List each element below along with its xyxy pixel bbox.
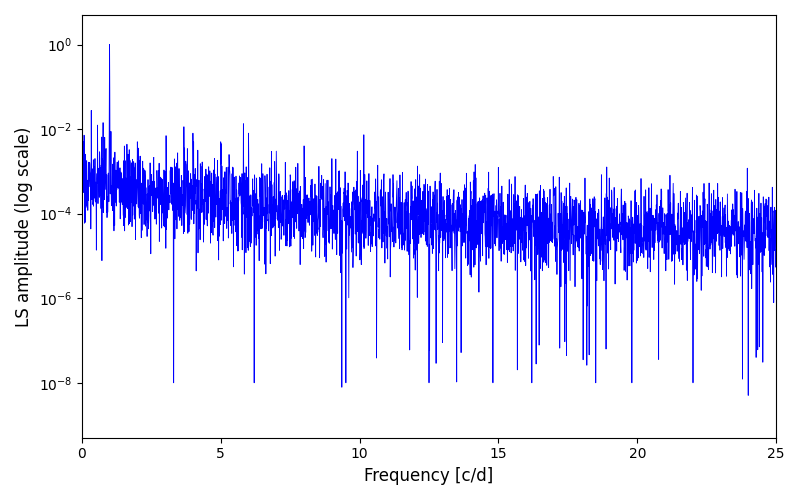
Y-axis label: LS amplitude (log scale): LS amplitude (log scale) — [15, 126, 33, 326]
X-axis label: Frequency [c/d]: Frequency [c/d] — [364, 467, 494, 485]
